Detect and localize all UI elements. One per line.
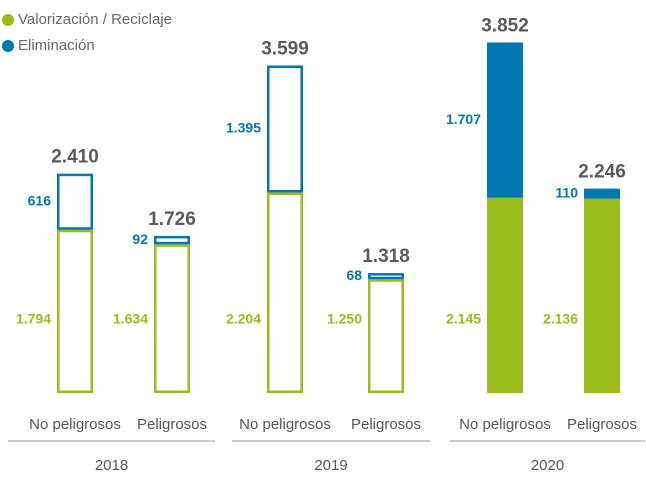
bar-segment bbox=[584, 188, 620, 199]
value-label: 1.707 bbox=[446, 111, 481, 127]
bar-segment bbox=[584, 198, 620, 393]
x-tick-label: Peligrosos bbox=[351, 416, 421, 433]
legend-label: Eliminación bbox=[18, 37, 95, 54]
value-label: 1.634 bbox=[113, 311, 148, 327]
legend-label: Valorización / Reciclaje bbox=[18, 11, 172, 28]
x-tick-label: No peligrosos bbox=[29, 416, 121, 433]
bar-segment bbox=[154, 235, 190, 245]
bar-segment bbox=[154, 244, 190, 393]
value-label: 2.136 bbox=[543, 311, 578, 327]
value-label: 92 bbox=[132, 231, 148, 247]
legend-marker bbox=[2, 14, 14, 26]
value-label: 1.794 bbox=[16, 311, 51, 327]
x-tick-label: No peligrosos bbox=[459, 416, 551, 433]
value-label: 1.395 bbox=[226, 120, 261, 136]
total-label: 1.726 bbox=[148, 209, 196, 230]
bar-segment bbox=[487, 42, 523, 198]
value-label: 616 bbox=[28, 192, 52, 208]
bar-segment bbox=[267, 65, 303, 193]
bar-segment bbox=[267, 192, 303, 393]
total-label: 2.410 bbox=[51, 147, 99, 168]
bar-segment bbox=[57, 229, 93, 393]
x-tick-label: Peligrosos bbox=[137, 416, 207, 433]
value-label: 68 bbox=[346, 267, 362, 283]
bar-segment bbox=[368, 279, 404, 393]
total-label: 1.318 bbox=[362, 246, 410, 267]
legend-marker bbox=[2, 40, 14, 52]
bar-segment bbox=[57, 173, 93, 230]
group-label: 2020 bbox=[531, 457, 564, 474]
total-label: 2.246 bbox=[578, 162, 626, 183]
total-label: 3.852 bbox=[481, 15, 529, 36]
total-label: 3.599 bbox=[261, 39, 309, 60]
group-label: 2019 bbox=[314, 457, 347, 474]
value-label: 1.250 bbox=[327, 311, 362, 327]
bar-segment bbox=[487, 197, 523, 393]
group-label: 2018 bbox=[95, 457, 128, 474]
value-label: 2.145 bbox=[446, 311, 481, 327]
value-label: 110 bbox=[555, 184, 578, 200]
x-tick-label: No peligrosos bbox=[239, 416, 331, 433]
bar-segment bbox=[368, 273, 404, 280]
value-label: 2.204 bbox=[226, 311, 261, 327]
x-tick-label: Peligrosos bbox=[567, 416, 637, 433]
